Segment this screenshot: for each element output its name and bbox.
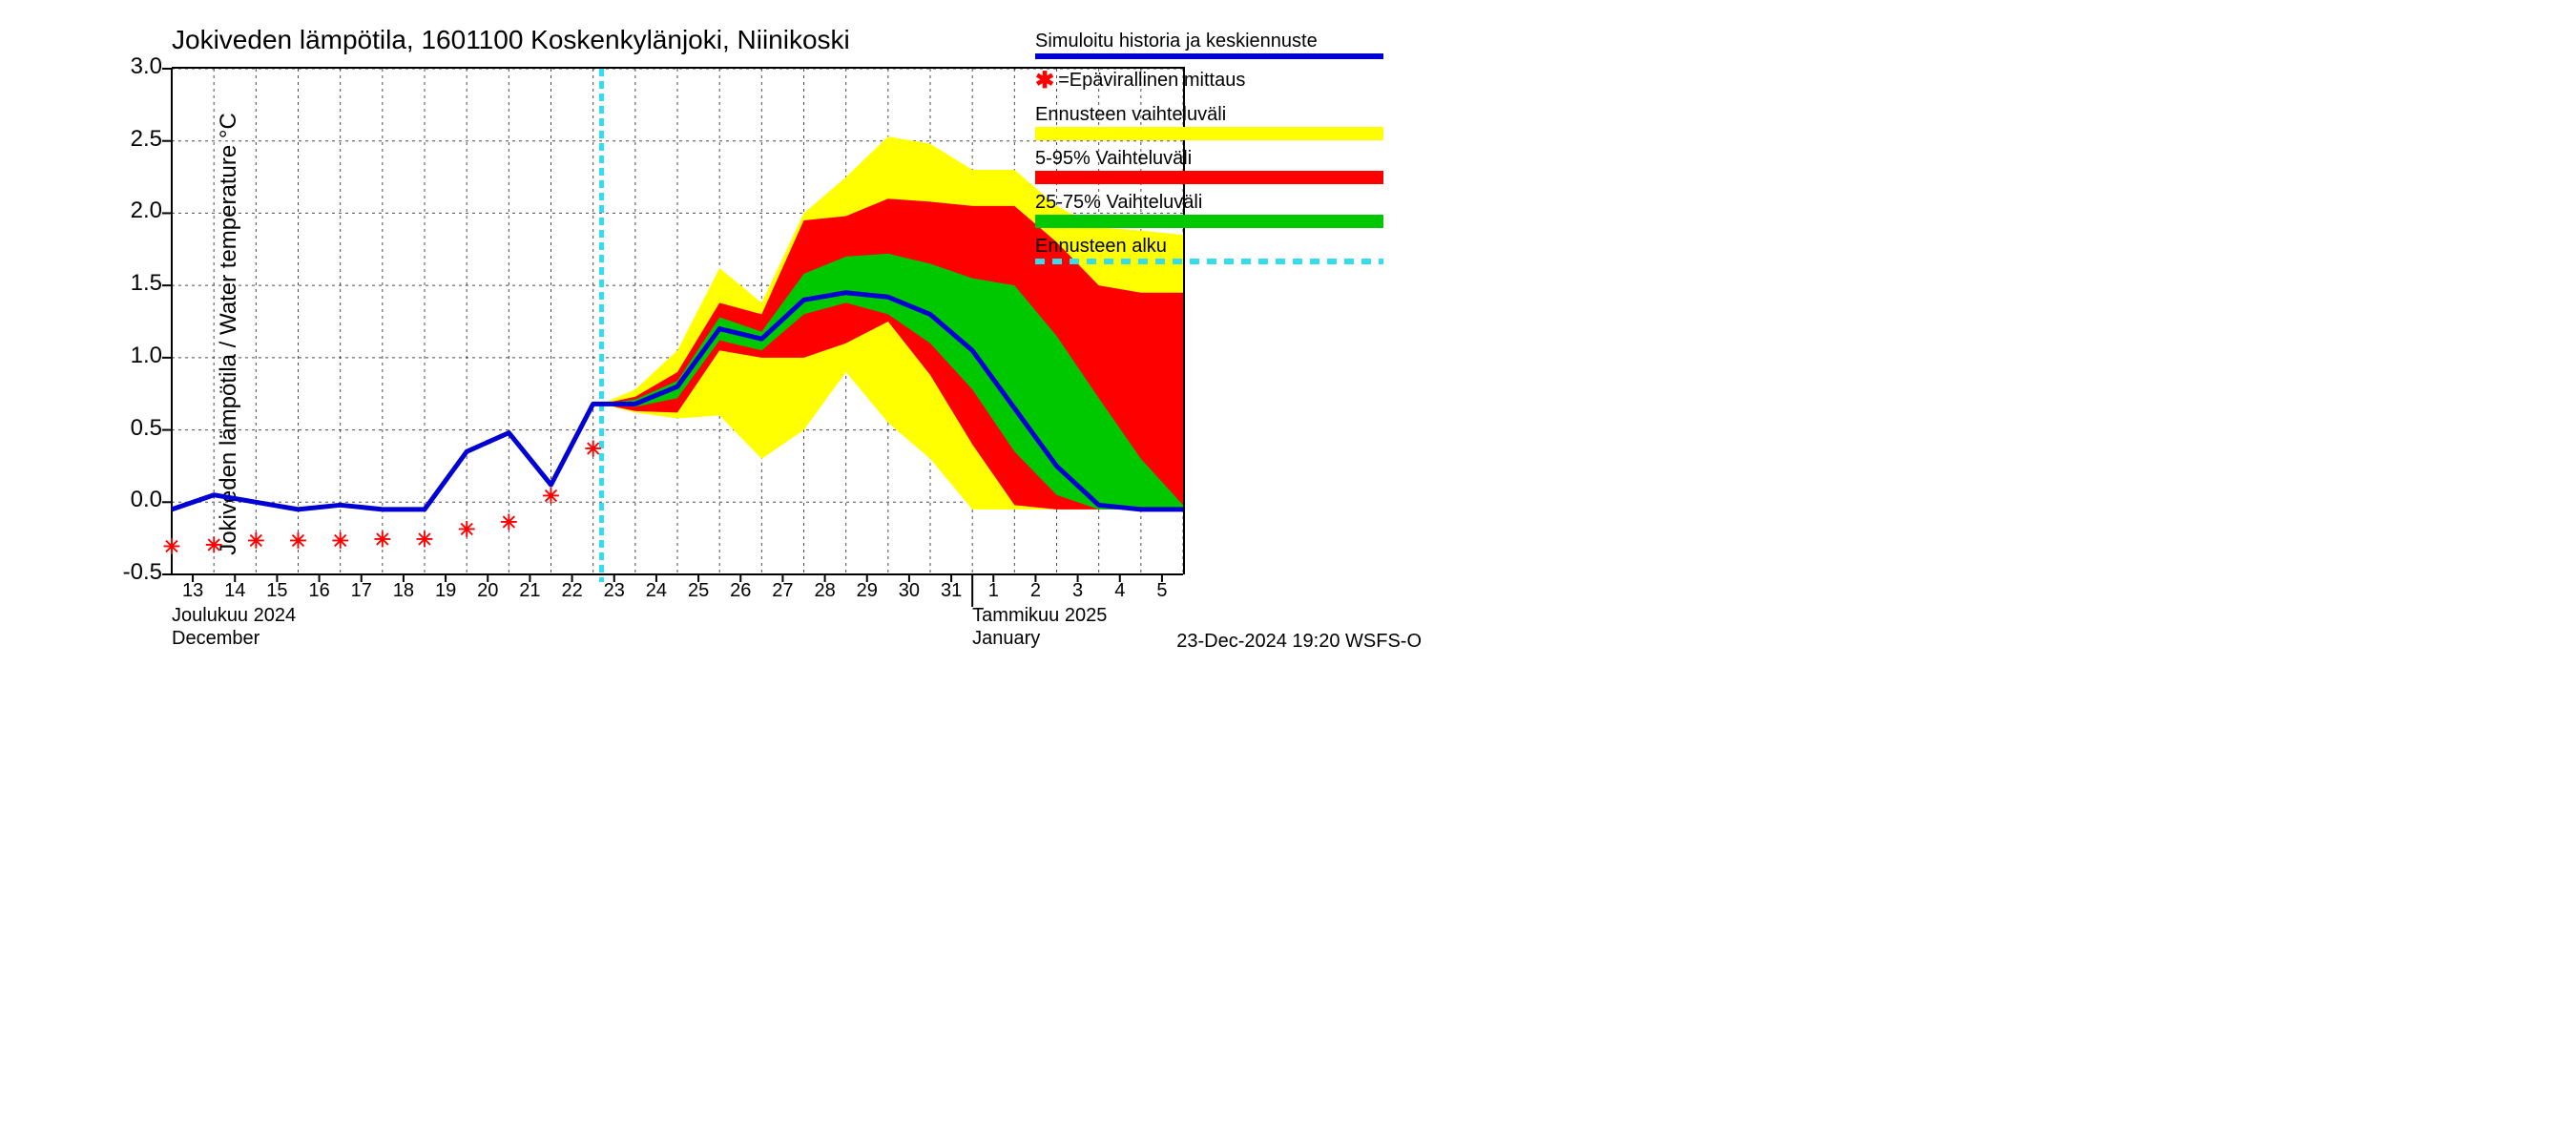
- legend-label: Ennusteen vaihteluväli: [1035, 104, 1412, 125]
- legend-swatch: [1035, 259, 1383, 264]
- x-month-right-en: January: [972, 628, 1040, 650]
- svg-text:✳: ✳: [247, 530, 264, 553]
- legend-item: ✱=Epävirallinen mittaus: [1035, 67, 1412, 94]
- x-tick-label: 23: [604, 580, 625, 602]
- legend-swatch: [1035, 215, 1383, 228]
- x-tick-label: 30: [899, 580, 920, 602]
- x-tick-label: 25: [688, 580, 709, 602]
- x-month-left-en: December: [172, 628, 260, 650]
- legend-swatch: [1035, 53, 1383, 59]
- legend-label: Ennusteen alku: [1035, 236, 1412, 257]
- svg-text:✳: ✳: [289, 530, 306, 553]
- y-tick-label: 2.0: [95, 198, 162, 224]
- legend-swatch: [1035, 171, 1383, 184]
- y-tick-label: 1.0: [95, 343, 162, 369]
- x-tick-label: 14: [224, 580, 245, 602]
- legend-label: Simuloitu historia ja keskiennuste: [1035, 31, 1412, 52]
- y-tick-label: -0.5: [95, 559, 162, 586]
- legend-label: =Epävirallinen mittaus: [1058, 70, 1245, 92]
- legend: Simuloitu historia ja keskiennuste ✱=Epäv…: [1035, 31, 1412, 272]
- svg-text:✳: ✳: [500, 510, 517, 534]
- timestamp-label: 23-Dec-2024 19:20 WSFS-O: [1176, 631, 1422, 653]
- x-tick-label: 16: [308, 580, 329, 602]
- x-tick-label: 27: [772, 580, 793, 602]
- x-tick-label: 26: [730, 580, 751, 602]
- y-tick-label: 3.0: [95, 53, 162, 80]
- x-tick-label: 28: [814, 580, 835, 602]
- svg-text:✳: ✳: [584, 437, 601, 461]
- chart-container: Jokiveden lämpötila / Water temperature …: [0, 0, 1431, 668]
- x-month-left-fi: Joulukuu 2024: [172, 605, 296, 627]
- svg-text:✳: ✳: [331, 530, 348, 553]
- x-tick-label: 22: [561, 580, 582, 602]
- x-tick-label: 3: [1072, 580, 1083, 602]
- legend-item: Ennusteen vaihteluväli: [1035, 104, 1412, 140]
- chart-title: Jokiveden lämpötila, 1601100 Koskenkylän…: [172, 25, 850, 55]
- svg-text:✳: ✳: [374, 528, 391, 552]
- x-tick-label: 19: [435, 580, 456, 602]
- legend-item: 25-75% Vaihteluväli: [1035, 192, 1412, 228]
- svg-text:✳: ✳: [205, 533, 222, 557]
- x-tick-label: 31: [941, 580, 962, 602]
- y-tick-label: 1.5: [95, 270, 162, 297]
- x-tick-label: 18: [393, 580, 414, 602]
- x-tick-label: 29: [857, 580, 878, 602]
- x-tick-label: 2: [1030, 580, 1041, 602]
- plot-area: ✳✳✳✳✳✳✳✳✳✳✳: [172, 67, 1185, 574]
- x-tick-label: 1: [988, 580, 999, 602]
- x-tick-label: 15: [266, 580, 287, 602]
- legend-label: 25-75% Vaihteluväli: [1035, 192, 1412, 213]
- svg-text:✳: ✳: [458, 518, 475, 542]
- x-tick-label: 5: [1156, 580, 1167, 602]
- y-tick-label: 2.5: [95, 126, 162, 153]
- x-month-right-fi: Tammikuu 2025: [972, 605, 1107, 627]
- x-tick-label: 13: [182, 580, 203, 602]
- y-tick-label: 0.5: [95, 415, 162, 442]
- legend-item: 5-95% Vaihteluväli: [1035, 148, 1412, 184]
- y-tick-labels: -0.50.00.51.01.52.02.53.0: [95, 67, 162, 572]
- x-tick-label: 20: [477, 580, 498, 602]
- x-tick-label: 24: [646, 580, 667, 602]
- y-tick-label: 0.0: [95, 487, 162, 513]
- svg-text:✳: ✳: [416, 528, 433, 552]
- legend-item: Ennusteen alku: [1035, 236, 1412, 264]
- x-tick-label: 4: [1114, 580, 1125, 602]
- legend-item: Simuloitu historia ja keskiennuste: [1035, 31, 1412, 59]
- svg-text:✳: ✳: [163, 535, 180, 559]
- x-tick-label: 17: [351, 580, 372, 602]
- legend-label: 5-95% Vaihteluväli: [1035, 148, 1412, 169]
- x-tick-label: 21: [519, 580, 540, 602]
- plot-svg: ✳✳✳✳✳✳✳✳✳✳✳: [172, 69, 1183, 574]
- legend-swatch: [1035, 127, 1383, 140]
- svg-text:✳: ✳: [542, 485, 559, 509]
- asterisk-icon: ✱: [1035, 67, 1054, 94]
